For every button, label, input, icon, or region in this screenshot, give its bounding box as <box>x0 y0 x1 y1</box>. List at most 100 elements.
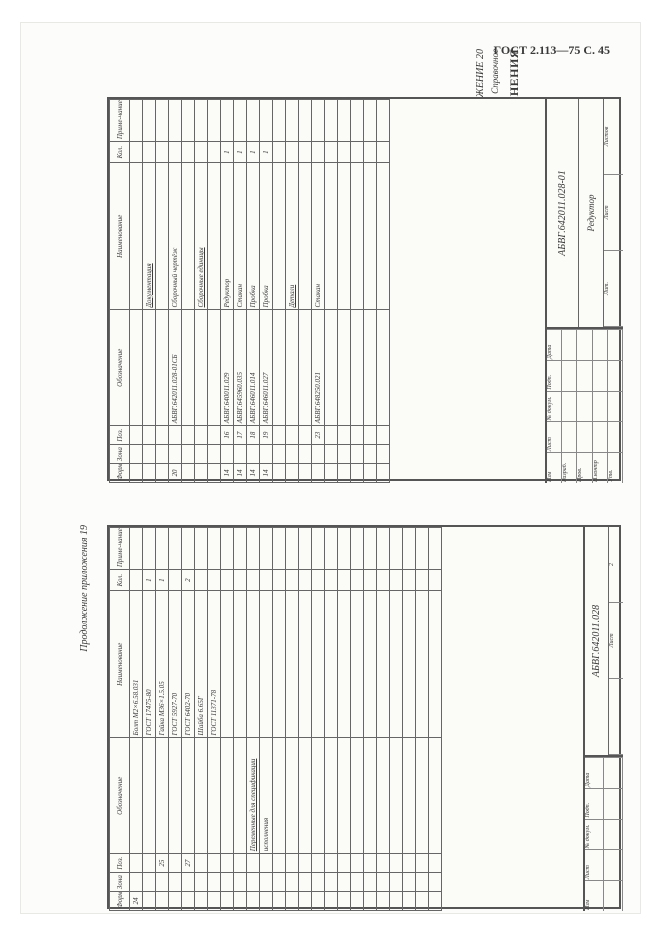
cell <box>195 854 208 873</box>
table-row: 1419АБВГ.646011.027Пробка1 <box>260 100 273 483</box>
cell <box>156 892 169 911</box>
cell <box>351 892 364 911</box>
cell <box>403 570 416 591</box>
cell <box>273 142 286 163</box>
cell <box>182 310 195 426</box>
cell: Болт М2×6.58.031 <box>130 591 143 738</box>
cell <box>312 854 325 873</box>
cell <box>260 528 273 570</box>
cell <box>208 445 221 464</box>
cell <box>429 892 442 911</box>
cell: 14 <box>234 464 247 483</box>
cell <box>403 854 416 873</box>
table-row: 23АБВГ.648250.021Стакан <box>312 100 325 483</box>
table-row: 1418АБВГ.646011.014Пробка1 <box>247 100 260 483</box>
cell: 19 <box>260 426 273 445</box>
cell <box>156 464 169 483</box>
cell <box>351 310 364 426</box>
cell <box>286 464 299 483</box>
cell <box>351 426 364 445</box>
cell <box>377 873 390 892</box>
cell <box>221 873 234 892</box>
cell <box>338 445 351 464</box>
cell <box>260 873 273 892</box>
cell <box>143 738 156 854</box>
col-name: Наименование <box>110 591 130 738</box>
cell <box>143 528 156 570</box>
signature-grid-1: ИзмЛист№ докум.Подп.Дата Разраб. Пров. Н… <box>545 329 623 483</box>
cell <box>377 528 390 570</box>
cell <box>130 142 143 163</box>
cell <box>364 100 377 142</box>
table-row <box>286 528 299 911</box>
cell <box>325 873 338 892</box>
cell <box>299 854 312 873</box>
cell <box>299 426 312 445</box>
cell <box>286 591 299 738</box>
cell <box>208 100 221 142</box>
cell: ГОСТ 6402-70 <box>182 591 195 738</box>
cell <box>247 528 260 570</box>
cell: 23 <box>312 426 325 445</box>
annex-20-line2: Справочное <box>490 49 500 94</box>
cell <box>286 570 299 591</box>
cell <box>221 892 234 911</box>
cell <box>195 738 208 854</box>
cell <box>299 445 312 464</box>
cell <box>195 528 208 570</box>
cell <box>416 528 429 570</box>
cell <box>351 163 364 310</box>
cell: 24 <box>130 892 143 911</box>
cell <box>182 738 195 854</box>
cell <box>182 892 195 911</box>
cell <box>169 426 182 445</box>
cell <box>364 528 377 570</box>
cell <box>286 892 299 911</box>
cell: исполнения <box>260 738 273 854</box>
cell <box>273 445 286 464</box>
cell <box>260 445 273 464</box>
cell <box>156 738 169 854</box>
table-row <box>377 528 390 911</box>
col-pos: Поз. <box>110 426 130 445</box>
cell <box>156 528 169 570</box>
cell <box>338 892 351 911</box>
cell <box>325 426 338 445</box>
table-row <box>364 100 377 483</box>
cell <box>208 738 221 854</box>
table-row <box>273 100 286 483</box>
table-row <box>325 100 338 483</box>
cell <box>130 528 143 570</box>
cell <box>403 528 416 570</box>
cell: 14 <box>221 464 234 483</box>
cell <box>208 142 221 163</box>
cell <box>338 426 351 445</box>
cell <box>195 310 208 426</box>
cell <box>403 892 416 911</box>
cell <box>143 873 156 892</box>
spec-table-2: Формат Зона Поз. Обозначение Наименовани… <box>107 525 621 909</box>
cell <box>416 738 429 854</box>
cell <box>208 426 221 445</box>
cell: Редуктор <box>221 163 234 310</box>
cell <box>195 445 208 464</box>
cell: 1 <box>260 142 273 163</box>
cell <box>221 445 234 464</box>
cell <box>286 854 299 873</box>
cell: АБВГ.646011.014 <box>247 310 260 426</box>
cell <box>208 570 221 591</box>
cell <box>208 892 221 911</box>
cell <box>195 464 208 483</box>
cell <box>130 464 143 483</box>
cell <box>338 163 351 310</box>
cell <box>169 854 182 873</box>
cell <box>338 528 351 570</box>
cell <box>195 100 208 142</box>
table-row: 27ГОСТ 6402-702 <box>182 528 195 911</box>
cell <box>325 738 338 854</box>
cell <box>143 464 156 483</box>
cell <box>338 854 351 873</box>
cell <box>286 445 299 464</box>
cell <box>403 738 416 854</box>
table-row <box>390 528 403 911</box>
